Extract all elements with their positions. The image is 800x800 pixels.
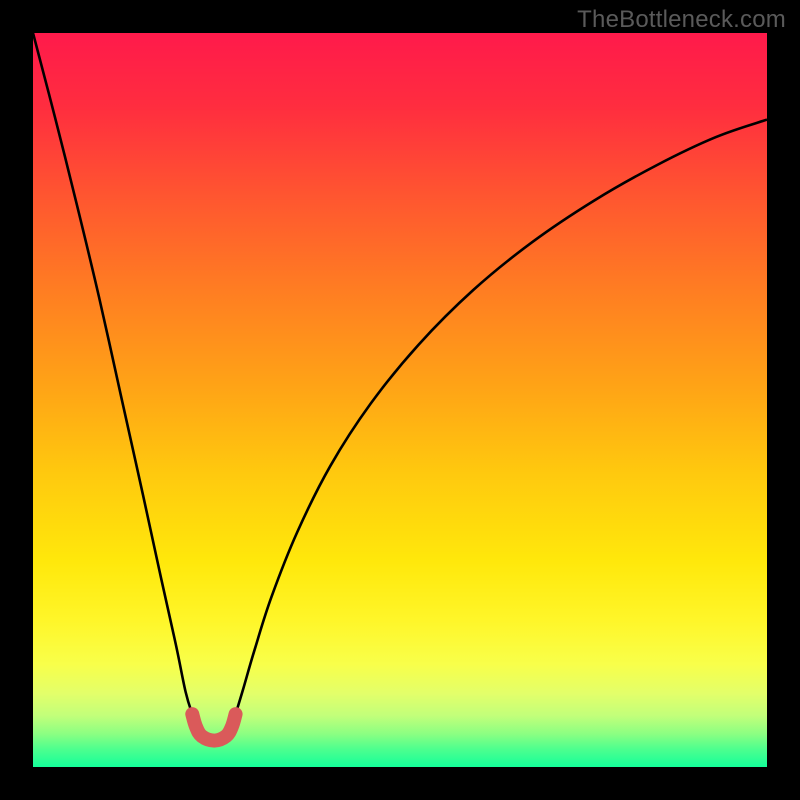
chart-frame: TheBottleneck.com	[0, 0, 800, 800]
plot-background-gradient	[33, 33, 767, 767]
bottleneck-chart	[0, 0, 800, 800]
